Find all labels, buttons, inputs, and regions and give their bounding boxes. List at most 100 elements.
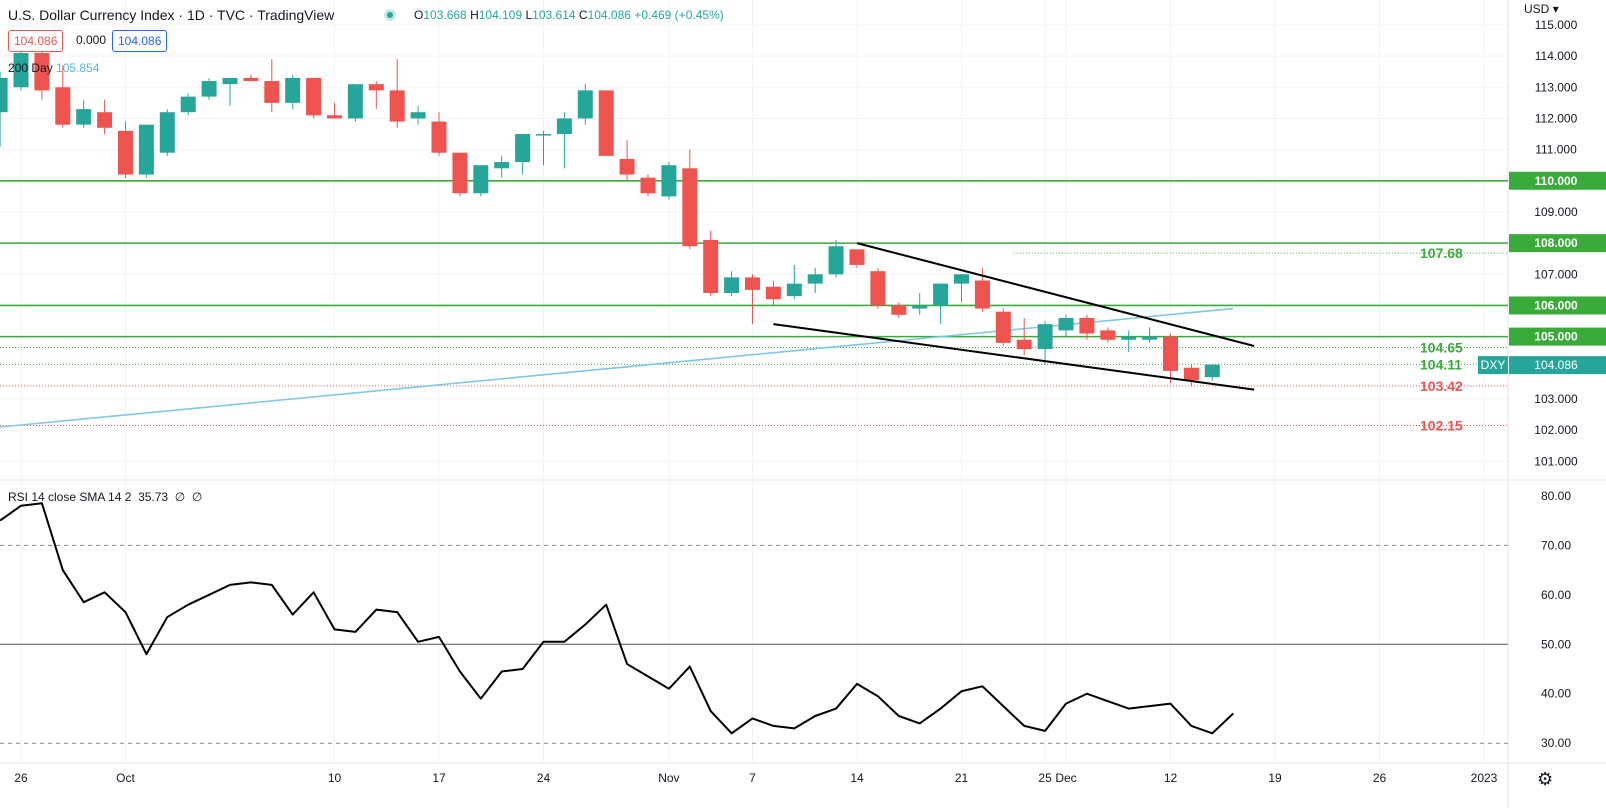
ohlc-readout: O103.668 H104.109 L103.614 C104.086 +0.4…	[414, 8, 724, 22]
candle-body	[473, 165, 489, 194]
candle-body	[368, 84, 384, 91]
time-axis[interactable]: 26 Oct 10 17 24 Nov 7 14 21 25 Dec 12 19 26 2023	[14, 771, 1497, 785]
time-tick-Nov: Nov	[658, 771, 679, 785]
buy-button[interactable]: 104.086	[112, 30, 168, 52]
candle-body	[243, 77, 259, 82]
candle-body	[201, 81, 217, 97]
ma-200-segment	[0, 307, 1234, 428]
ma-legend[interactable]: 200 Day 105.854	[8, 61, 99, 75]
candle-body	[765, 286, 781, 300]
candle-body	[870, 271, 886, 306]
rsi-tick-70.00: 70.00	[1541, 538, 1571, 552]
time-tick-7: 7	[749, 771, 756, 785]
candle-body	[1058, 317, 1074, 331]
rsi-tick-30.00: 30.00	[1541, 736, 1571, 750]
low-label: L	[525, 8, 533, 22]
candle-body	[222, 77, 238, 85]
candle-body	[640, 177, 656, 194]
candle-body	[410, 112, 426, 119]
level-price-text-105.000: 105.000	[1534, 330, 1578, 344]
price-axis[interactable]: DXY 104.086 101.000 102.000 103.000 107.000 10…	[1478, 18, 1606, 750]
rsi-tick-60.00: 60.00	[1541, 588, 1571, 602]
open-label: O	[414, 8, 424, 22]
candle-body	[1142, 336, 1158, 340]
candle-body	[974, 280, 990, 309]
low-value: 103.614	[532, 8, 576, 22]
candle-body	[661, 165, 677, 197]
rsi-legend[interactable]: RSI 14 close SMA 14 2 35.73 ∅ ∅	[8, 490, 202, 504]
last-price-badge	[1509, 356, 1606, 375]
change-value: +0.469 (+0.45%)	[634, 8, 724, 22]
candle-body	[1100, 330, 1116, 340]
candle-body	[1121, 336, 1137, 340]
candle-body	[598, 90, 614, 156]
candle-body	[933, 283, 949, 306]
candle-body	[452, 152, 468, 194]
level-price-text-106.000: 106.000	[1534, 298, 1578, 312]
candle-body	[912, 305, 928, 309]
dotted-level-label-103.42: 103.42	[1420, 378, 1463, 394]
time-tick-24: 24	[537, 771, 551, 785]
candle-body	[118, 130, 133, 175]
price-tick-111.000: 111.000	[1535, 143, 1577, 157]
chevron-down-icon: ▾	[1552, 2, 1559, 16]
candle-body	[1079, 317, 1095, 334]
candle-body	[807, 274, 823, 284]
close-label: C	[578, 8, 588, 22]
candle-body	[1037, 324, 1053, 350]
candle-body	[954, 274, 969, 284]
candle-body	[389, 90, 405, 122]
candle-body	[159, 112, 175, 153]
candle-body	[13, 52, 29, 88]
close-value: 104.086	[587, 8, 631, 22]
candle-body	[577, 90, 593, 119]
candle-body	[556, 118, 572, 135]
price-tick-102.000: 102.000	[1534, 423, 1578, 437]
ma-value: 105.854	[56, 61, 100, 75]
candle-body	[1204, 364, 1220, 378]
price-tick-113.000: 113.000	[1535, 80, 1578, 94]
candle-body	[76, 109, 92, 125]
level-price-text-110.000: 110.000	[1535, 174, 1578, 188]
time-tick-14: 14	[850, 771, 864, 785]
currency-selector[interactable]: USD ▾	[1524, 2, 1559, 16]
time-tick-Oct: Oct	[116, 771, 135, 785]
candle-body	[327, 115, 342, 119]
gear-icon[interactable]: ⚙	[1537, 769, 1554, 789]
candle-body	[1183, 367, 1199, 381]
candle-body	[97, 112, 113, 128]
candlestick-series	[0, 34, 1220, 387]
candle-body	[0, 77, 8, 113]
rsi-tick-40.00: 40.00	[1541, 687, 1571, 701]
trendline-upper	[856, 242, 1255, 347]
candle-body	[703, 240, 719, 293]
level-price-badge-106.000	[1509, 296, 1606, 315]
level-price-badge-105.000	[1509, 327, 1606, 346]
candle-body	[745, 277, 760, 290]
candle-body	[682, 168, 698, 247]
candle-body	[536, 134, 551, 136]
market-status-icon	[384, 9, 396, 21]
ma-label: 200 Day	[8, 61, 53, 75]
rsi-value: 35.73	[138, 490, 169, 504]
chart-title: U.S. Dollar Currency Index · 1D · TVC · …	[8, 7, 335, 23]
price-tick-115.000: 115.000	[1535, 18, 1578, 32]
dotted-level-label-102.15: 102.15	[1420, 417, 1463, 433]
rsi-line	[0, 502, 1234, 735]
candle-body	[431, 121, 447, 153]
high-value: 104.109	[478, 8, 523, 22]
candle-body	[786, 283, 802, 297]
ma-200-line	[0, 307, 1234, 428]
candle-body	[619, 158, 635, 175]
time-tick-26: 26	[14, 771, 28, 785]
spread-value: 0.000	[76, 30, 107, 50]
rsi-extra-1: ∅	[174, 490, 186, 504]
candle-body	[1163, 336, 1178, 371]
sell-button[interactable]: 104.086	[8, 30, 64, 52]
level-price-badge-108.000	[1509, 234, 1606, 253]
candle-body	[306, 77, 322, 116]
candle-body	[264, 81, 280, 103]
candle-body	[849, 249, 865, 265]
rsi-extra-2: ∅	[191, 490, 203, 504]
